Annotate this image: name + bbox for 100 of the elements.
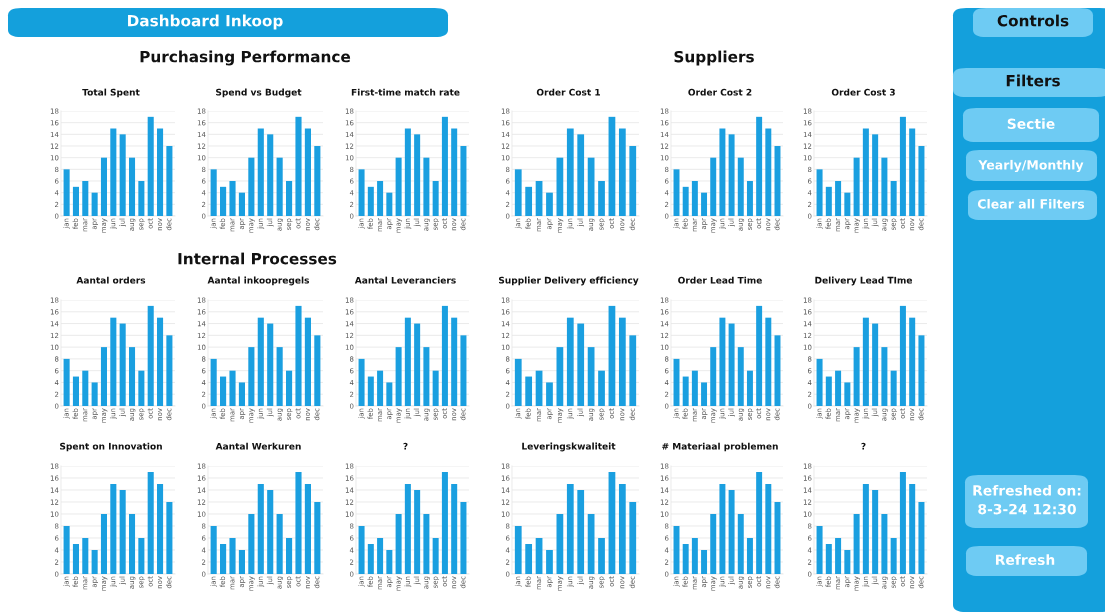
bar [728,323,735,406]
bar [756,472,763,574]
bar [514,169,522,216]
bar [367,186,374,216]
bar [737,514,744,574]
bar [119,323,126,406]
bar [710,514,717,574]
bar [691,370,698,406]
chart-title: Supplier Delivery efficiency [498,276,639,286]
bar [404,484,411,574]
chart-title: Aantal Leveranciers [354,276,456,284]
bar [765,484,772,574]
bar [816,169,823,216]
bar [918,335,925,406]
chart-title: Leveringskwaliteit [522,442,616,452]
bar [314,146,321,216]
bar [460,146,467,216]
bar [358,169,365,216]
bar [872,134,879,216]
bar [816,358,823,406]
chart-title: Order Cost 1 [536,88,600,96]
bar [691,538,698,574]
text: Purchasing Performance [140,50,351,66]
bar [737,347,744,406]
bar [629,146,637,216]
bar [746,370,753,406]
bar [728,134,735,216]
bar [701,192,708,216]
text: Controls [997,14,1069,27]
bar [629,502,637,574]
bar [229,181,236,216]
bar [210,169,217,216]
bar [267,323,274,406]
bar [157,128,164,216]
bar [835,538,842,574]
bar [844,192,851,216]
bar [546,192,553,216]
bar [286,370,293,406]
bar [710,347,717,406]
bar [128,347,136,406]
bar [525,186,533,216]
bar [844,550,851,574]
bar [460,335,467,406]
bar [577,323,585,406]
bar [432,370,439,406]
text: Refreshed on: 8-3-24 12:30 [973,484,1081,515]
bar [835,181,842,216]
bar [257,128,264,216]
bar [267,490,274,574]
bar [304,484,311,574]
bar [138,370,145,406]
bar [701,550,708,574]
bar [63,169,70,216]
bar [598,538,605,574]
bar [314,335,321,406]
bar [377,370,384,406]
bar [909,128,916,216]
bar [853,157,860,216]
bar [377,181,384,216]
bar [577,490,585,574]
bar [248,514,255,574]
bar [210,358,217,406]
bar [566,128,574,216]
bar [765,128,772,216]
bar [691,181,698,216]
bar [314,502,321,574]
bar [451,484,458,574]
bar [72,376,79,406]
bar [119,490,126,574]
bar [367,544,374,574]
bar [377,538,384,574]
bar [816,526,823,574]
bar [746,538,753,574]
bar [257,317,264,406]
bar [395,157,402,216]
text: Sectie [1007,118,1055,130]
chart-title: Spent on Innovation [60,442,162,452]
bar [525,544,533,574]
bar [276,514,283,574]
bar [853,347,860,406]
bar [432,181,439,216]
bar [138,181,145,216]
chart-title: Total Spent [82,88,140,98]
bar [899,472,906,574]
bar [82,181,89,216]
bar [918,502,925,574]
bar [618,317,626,406]
chart-title: ? [861,442,866,450]
bar [128,157,136,216]
bar [110,128,117,216]
bar [72,186,79,216]
bar [295,472,302,574]
bar [229,370,236,406]
bar [248,347,255,406]
bar [872,490,879,574]
bar [414,134,421,216]
bar [220,186,227,216]
chart-title: ? [403,442,408,450]
bar [719,128,726,216]
bar [276,157,283,216]
